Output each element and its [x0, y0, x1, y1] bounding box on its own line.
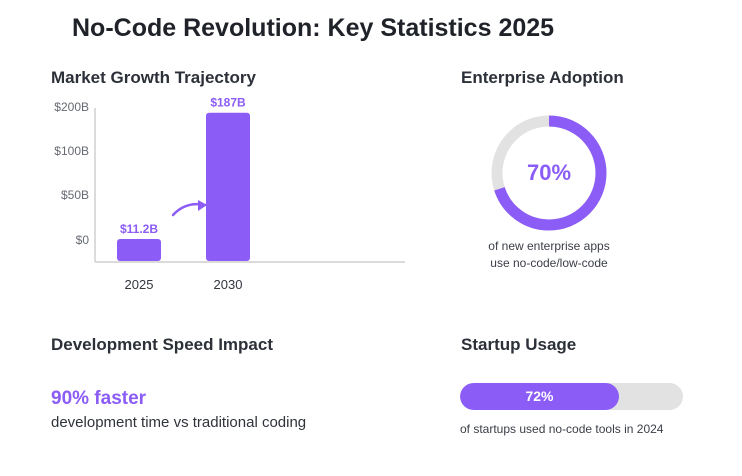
speed-description: development time vs traditional coding: [51, 414, 307, 431]
page-title: No-Code Revolution: Key Statistics 2025: [72, 14, 555, 42]
x-tick-label: 2025: [125, 277, 154, 292]
development-speed-heading: Development Speed Impact: [51, 335, 274, 354]
enterprise-adoption-donut: 70%: [489, 113, 609, 233]
bar-value-label: $11.2B: [120, 222, 158, 236]
progress-fill: [460, 383, 619, 410]
startup-usage-caption: of startups used no-code tools in 2024: [460, 422, 664, 436]
donut-fill: [491, 115, 607, 231]
growth-arrow-head: [198, 200, 207, 211]
startup-usage-heading: Startup Usage: [461, 335, 577, 354]
x-tick-label: 2030: [214, 277, 243, 292]
y-tick-label: $0: [76, 233, 90, 247]
progress-percent-label: 72%: [525, 388, 554, 404]
bar-2030: [206, 112, 250, 261]
enterprise-adoption-heading: Enterprise Adoption: [461, 68, 624, 87]
y-tick-label: $50B: [61, 188, 89, 202]
bar-2025: [117, 239, 161, 261]
speed-value: 90% faster: [51, 388, 147, 409]
y-tick-label: $200B: [54, 100, 89, 114]
donut-percent-label: 70%: [526, 160, 572, 185]
bar-value-label: $187B: [210, 96, 246, 110]
y-tick-label: $100B: [54, 144, 89, 158]
startup-usage-progress-bar: 72%: [460, 383, 683, 410]
donut-ring: [491, 115, 607, 231]
donut-caption-line-1: of new enterprise apps: [488, 239, 610, 253]
donut-caption-line-2: use no-code/low-code: [490, 256, 608, 270]
market-growth-heading: Market Growth Trajectory: [51, 68, 257, 87]
donut-caption: of new enterprise apps use no-code/low-c…: [449, 238, 649, 272]
